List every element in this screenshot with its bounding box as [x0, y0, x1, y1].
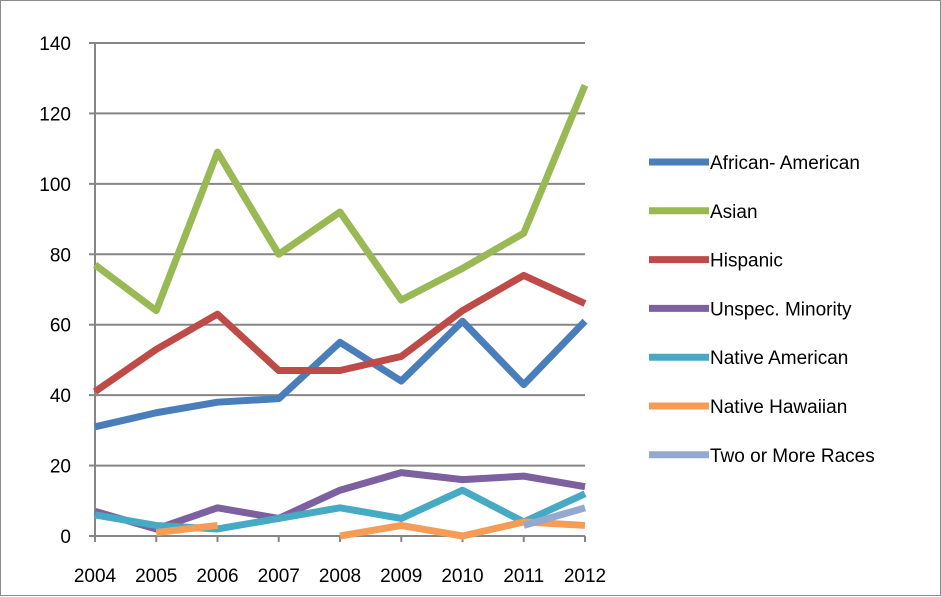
legend-item-native-hawaiian: Native Hawaiian: [649, 397, 847, 418]
y-tick-label: 80: [50, 245, 71, 266]
series-lines: [92, 83, 589, 540]
legend-item-unspec-minority: Unspec. Minority: [649, 299, 852, 320]
y-tick-label: 0: [60, 527, 71, 548]
series-two-or-more-races: [522, 504, 586, 529]
series-asian: [92, 83, 589, 315]
legend-label: Native Hawaiian: [710, 397, 847, 418]
legend-label: African- American: [710, 153, 860, 174]
legend-item-hispanic: Hispanic: [649, 251, 783, 272]
y-tick-label: 100: [39, 175, 71, 196]
x-axis: 2004 2005 2006 2007 2008 2009 2010 2011 2012: [74, 536, 606, 587]
legend-item-two-or-more-races: Two or More Races: [649, 446, 875, 467]
legend-label: Unspec. Minority: [710, 299, 852, 320]
series-hispanic: [93, 271, 587, 395]
x-tick-label: 2007: [258, 566, 300, 587]
x-tick-label: 2005: [135, 566, 177, 587]
x-tick-label: 2008: [319, 566, 361, 587]
legend-item-asian: Asian: [649, 202, 758, 223]
x-tick-label: 2010: [441, 566, 483, 587]
series-unspec-minority: [94, 469, 586, 533]
x-tick-label: 2012: [564, 566, 606, 587]
gridlines: [95, 42, 585, 537]
y-tick-label: 20: [50, 457, 71, 478]
x-tick-label: 2009: [380, 566, 422, 587]
series-line: [94, 469, 586, 533]
y-tick-label: 40: [50, 386, 71, 407]
series-line: [155, 521, 218, 536]
series-line: [522, 504, 586, 529]
legend-label: Two or More Races: [710, 446, 875, 467]
legend-label: Hispanic: [710, 251, 783, 272]
y-tick-label: 120: [39, 104, 71, 125]
series-line: [339, 518, 586, 540]
legend-label: Asian: [710, 202, 758, 223]
x-tick-label: 2006: [196, 566, 238, 587]
y-axis: 0 20 40 60 80 100 120 140: [39, 34, 96, 548]
legend-label: Native American: [710, 348, 848, 369]
legend: African- American Asian Hispanic Unspec. Mi…: [649, 153, 875, 467]
x-tick-label: 2011: [503, 566, 544, 587]
series-line: [94, 317, 588, 431]
y-tick-label: 140: [39, 34, 71, 55]
x-tick-label: 2004: [74, 566, 117, 587]
series-african-american: [94, 317, 588, 431]
y-tick-label: 60: [50, 316, 71, 337]
legend-item-african-american: African- American: [649, 153, 860, 174]
series-line: [93, 271, 587, 395]
legend-item-native-american: Native American: [649, 348, 848, 369]
series-line: [92, 83, 589, 315]
